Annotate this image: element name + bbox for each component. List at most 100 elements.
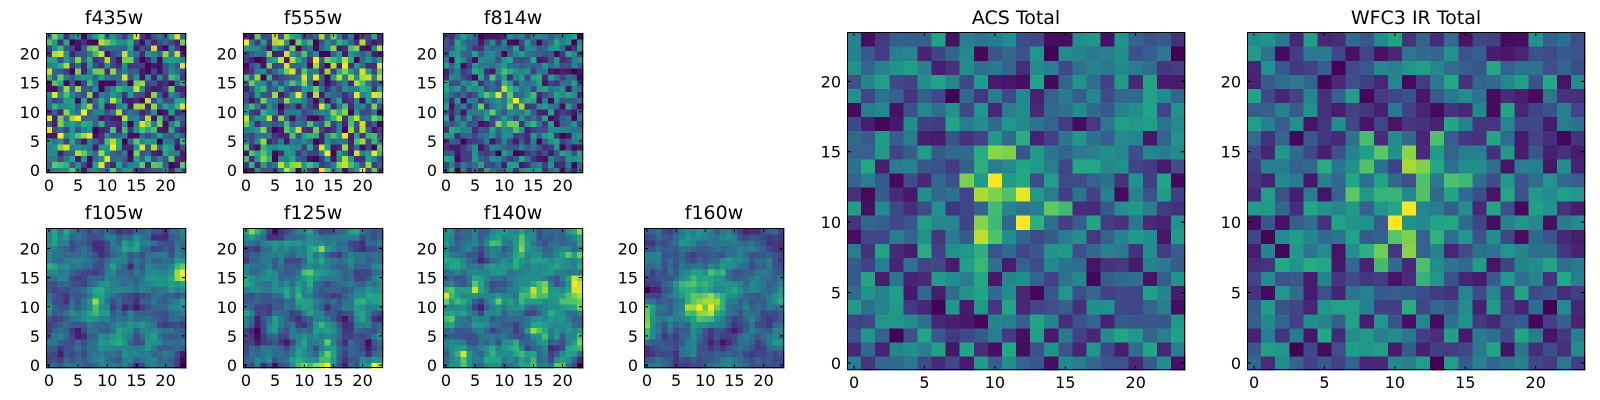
heatmap-cell [254,268,262,276]
heatmap-cell [168,321,175,328]
heatmap-cell [57,91,65,98]
heatmap-cell [553,38,561,46]
heatmap-cell [278,50,285,57]
heatmap-cell [283,292,291,299]
heatmap-cell [336,138,343,145]
heatmap-cell [266,167,273,174]
heatmap-cell [483,344,491,352]
heatmap-cell [266,338,273,346]
heatmap-cell [139,315,146,322]
heatmap-cell [371,161,378,168]
heatmap-cell [917,186,933,202]
heatmap-cell [945,201,961,216]
heatmap-cell [889,172,904,188]
heatmap-cell [248,338,256,346]
heatmap-cell [353,286,361,293]
heatmap-cell [778,257,785,264]
heatmap-cell [254,120,262,127]
heatmap-cell [661,315,668,322]
heatmap-cell [460,233,467,241]
heatmap-cell [371,50,378,57]
heatmap-cell [139,303,146,311]
heatmap-cell [1170,341,1186,357]
heatmap-cell [460,108,467,116]
heatmap-cell [116,309,123,317]
heatmap-cell [127,344,135,352]
heatmap-cell [289,161,297,168]
heatmap-cell [139,73,146,81]
heatmap-cell [254,132,262,139]
heatmap-cell [1486,355,1502,371]
heatmap-cell [92,233,100,241]
heatmap-cell [1001,327,1017,343]
heatmap-cell [945,229,961,244]
heatmap-cell [336,292,343,299]
heatmap-cell [714,292,721,299]
heatmap-cell [324,303,332,311]
heatmap-cell [243,85,250,92]
heatmap-cell [121,114,129,122]
heatmap-cell [478,268,485,276]
heatmap-cell [513,132,520,139]
x-tick-label: 10 [494,176,514,195]
heatmap-cell [987,130,1003,146]
heatmap-cell [254,62,262,69]
heatmap-cell [749,233,756,241]
heatmap-cell [987,341,1003,357]
heatmap-cell [348,356,355,363]
heatmap-cell [483,33,491,40]
heatmap-cell [359,108,367,116]
heatmap-cell [69,251,76,258]
heatmap-cell [466,292,473,299]
heatmap-cell [98,103,105,110]
heatmap-cell [289,68,297,75]
heatmap-cell [92,161,100,168]
heatmap-cell [139,280,146,287]
heatmap-cell [778,356,785,363]
heatmap-cell [98,38,105,46]
heatmap-cell [324,356,332,363]
heatmap-cell [359,333,367,340]
axes-frame [243,33,383,173]
panel-title: f814w [484,7,543,29]
heatmap-cell [342,356,349,363]
heatmap-cell [301,327,308,334]
heatmap-cell [272,120,279,127]
heatmap-cell [301,44,308,52]
heatmap-cell [92,73,100,81]
heatmap-cell [577,309,584,317]
heatmap-cell [278,114,285,122]
heatmap-cell [272,309,279,317]
heatmap-cell [1514,341,1530,357]
heatmap-cell [307,50,314,57]
heatmap-cell [180,91,187,98]
heatmap-cell [548,280,555,287]
heatmap-cell [307,344,314,352]
heatmap-cell [501,120,508,127]
heatmap-cell [365,280,372,287]
heatmap-cell [254,362,262,369]
heatmap-cell [644,350,651,357]
heatmap-cell [162,62,170,69]
heatmap-cell [51,362,59,369]
heatmap-cell [973,186,989,202]
heatmap-cell [655,274,663,282]
heatmap-cell [266,114,273,122]
heatmap-cell [524,233,532,241]
heatmap-cell [518,33,526,40]
heatmap-cell [577,292,584,299]
heatmap-cell [254,44,262,52]
heatmap-cell [454,138,462,145]
heatmap-cell [565,245,572,252]
heatmap-cells [243,33,384,174]
heatmap-cell [145,126,152,133]
heatmap-cell [749,309,756,317]
heatmap-cell [478,79,485,87]
heatmap-cell [536,303,543,311]
heatmap-cell [696,350,703,357]
heatmap-cell [524,155,532,162]
heatmap-cell [156,138,164,145]
heatmap-cell [507,56,514,63]
heatmap-cell [57,315,65,322]
heatmap-cell [460,362,467,369]
